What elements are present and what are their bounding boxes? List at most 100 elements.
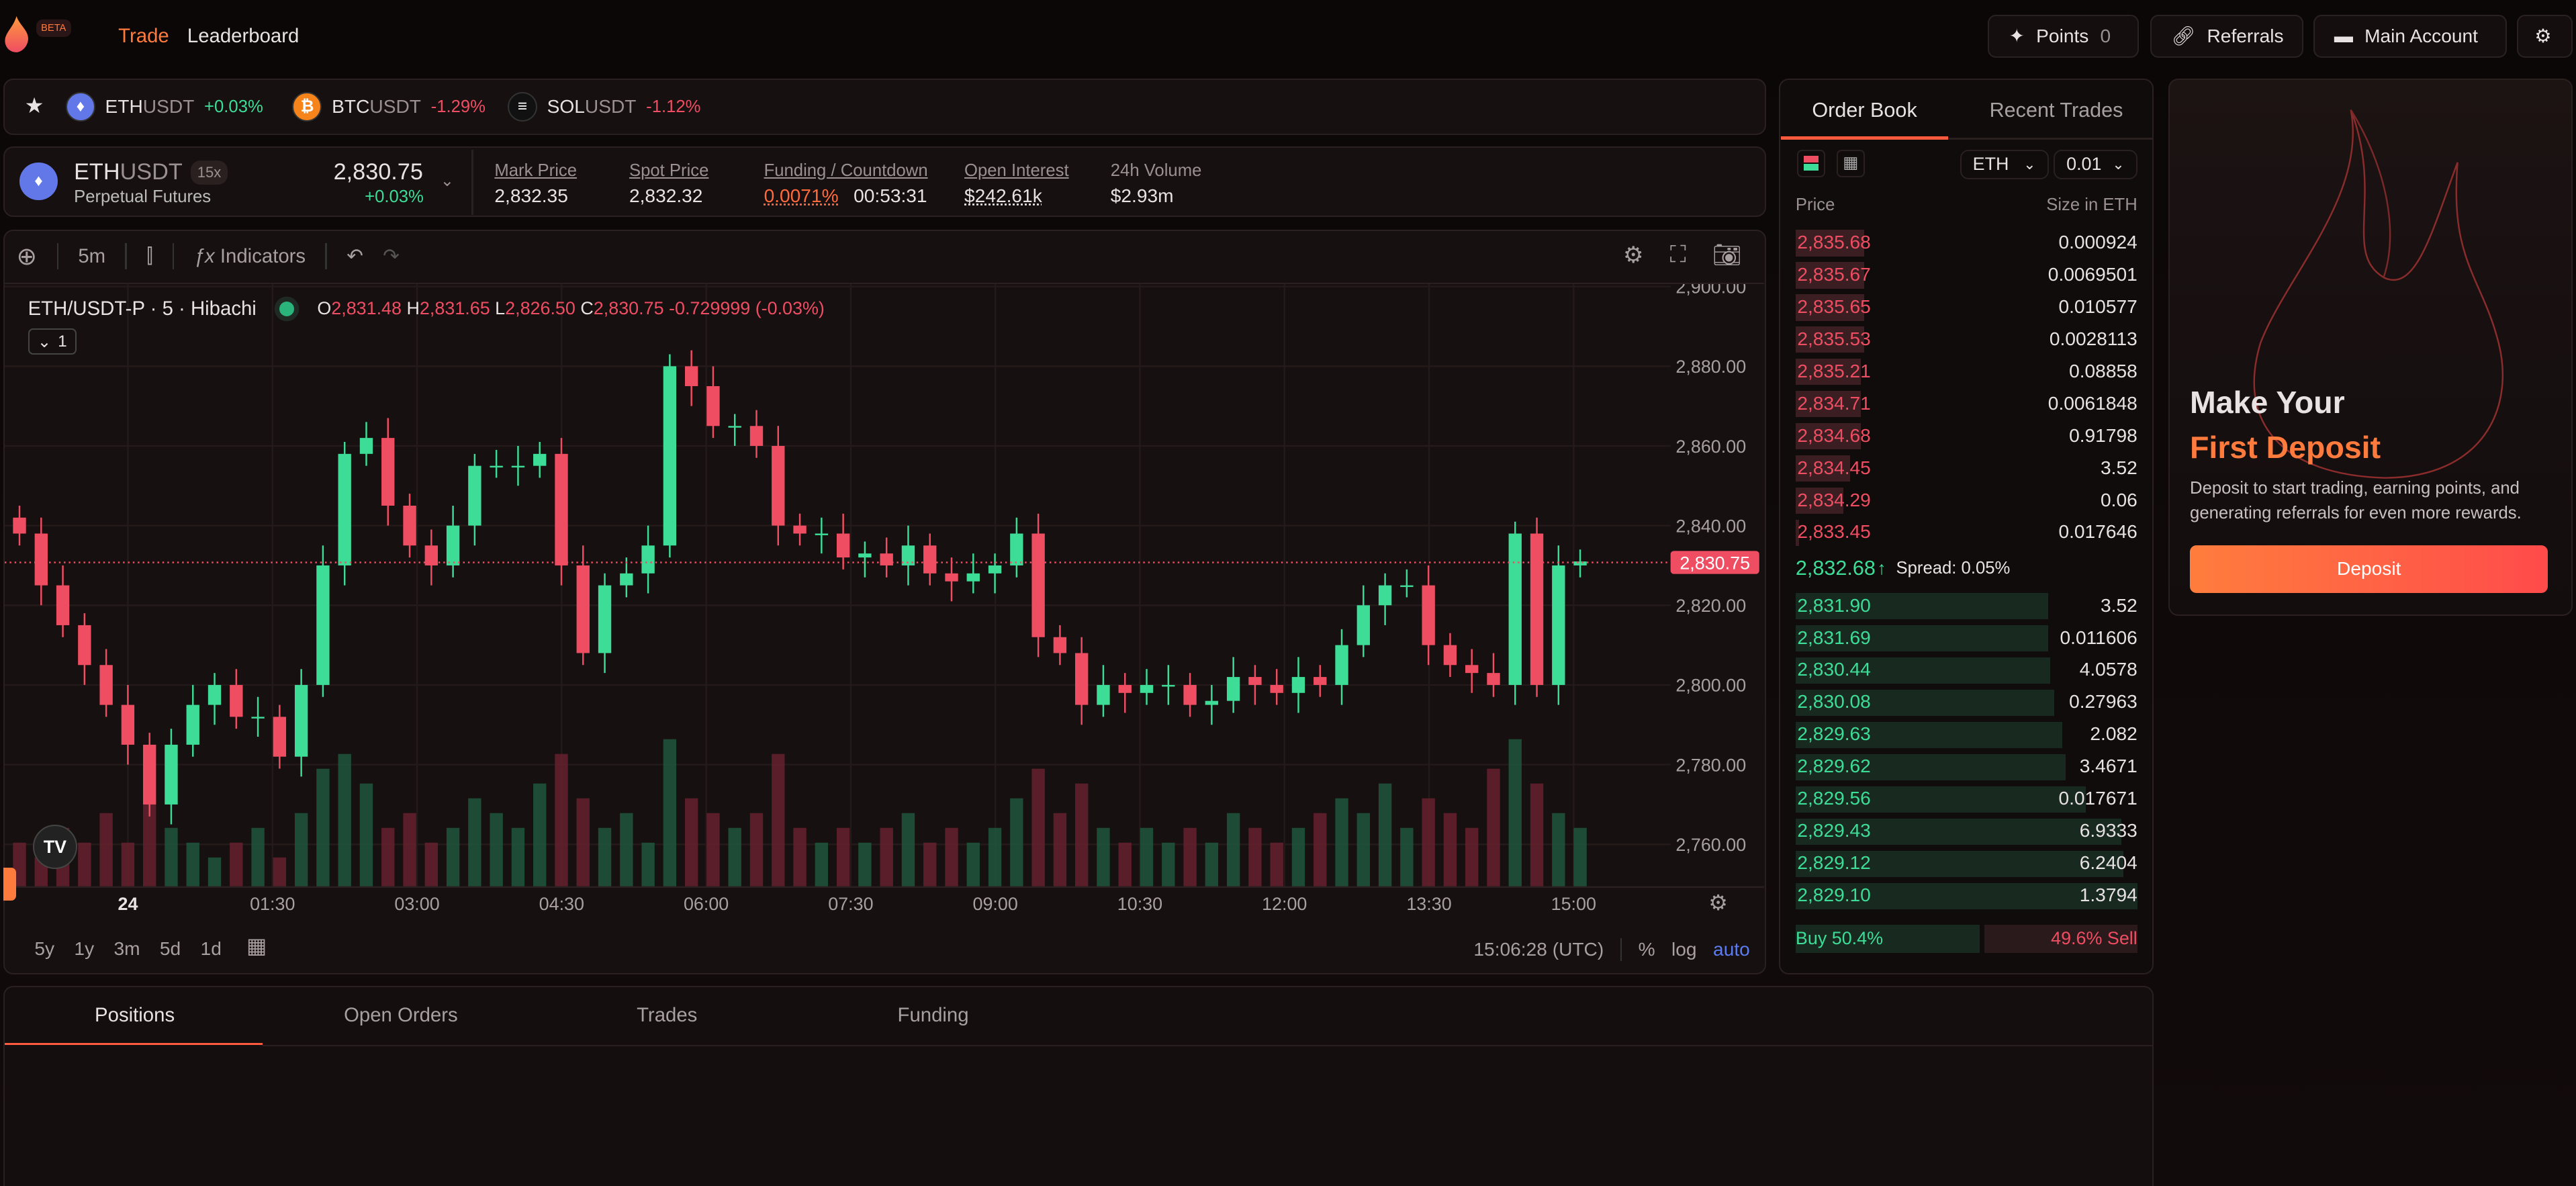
- ask-row[interactable]: 2,834.71 0.0061848: [1795, 390, 2137, 418]
- bid-row[interactable]: 2,830.44 4.0578: [1795, 656, 2137, 684]
- tab-open-orders[interactable]: Open Orders: [344, 1003, 458, 1026]
- candles-icon[interactable]: ⫿: [146, 244, 153, 267]
- ask-size: 0.0061848: [2048, 392, 2137, 414]
- ask-row[interactable]: 2,835.53 0.0028113: [1795, 325, 2137, 353]
- ticker-change: -1.29%: [430, 97, 486, 116]
- candle: [99, 665, 113, 705]
- add-symbol-icon[interactable]: ⊕: [16, 242, 38, 271]
- bid-row[interactable]: 2,829.62 3.4671: [1795, 752, 2137, 781]
- ask-size: 0.000924: [2058, 231, 2137, 253]
- tab-positions[interactable]: Positions: [95, 1003, 175, 1026]
- nav-trade[interactable]: Trade: [118, 24, 169, 47]
- ticker-btc[interactable]: ₿ BTCUSDT -1.29%: [292, 91, 486, 122]
- tab-order-book[interactable]: Order Book: [1812, 98, 1917, 122]
- tab-trades[interactable]: Trades: [637, 1003, 698, 1026]
- account-button[interactable]: ▬ Main Account: [2313, 15, 2508, 58]
- range-1y[interactable]: 1y: [74, 938, 95, 959]
- stat-label[interactable]: Spot Price: [629, 161, 709, 180]
- nav-leaderboard[interactable]: Leaderboard: [187, 24, 300, 47]
- bid-row[interactable]: 2,829.56 0.017671: [1795, 784, 2137, 813]
- bid-price: 2,830.44: [1797, 659, 1871, 680]
- bid-depth-bar: [1795, 721, 2062, 749]
- indicator-toggle[interactable]: ⌄ 1: [28, 328, 77, 355]
- camera-icon[interactable]: 📷︎: [1712, 242, 1742, 268]
- volume-bar: [663, 739, 677, 888]
- volume-bar: [424, 842, 439, 888]
- range-3m[interactable]: 3m: [113, 938, 140, 959]
- stat-number: $2.93m: [1110, 185, 1174, 207]
- indicators-button[interactable]: ƒx Indicators: [194, 245, 306, 268]
- bid-price: 2,829.12: [1797, 852, 1871, 874]
- market-symbol[interactable]: ETH USDT 15x: [74, 159, 228, 185]
- bid-row[interactable]: 2,829.10 1.3794: [1795, 881, 2137, 909]
- book-view-both-icon[interactable]: [1797, 149, 1825, 178]
- ticker-symbol: BTCUSDT: [332, 96, 421, 118]
- log-scale-toggle[interactable]: log: [1671, 939, 1697, 960]
- bid-row[interactable]: 2,829.63 2.082: [1795, 721, 2137, 749]
- tradingview-logo[interactable]: TV: [32, 825, 77, 870]
- asset-select[interactable]: ETH ⌄: [1960, 149, 2049, 179]
- redo-icon[interactable]: ↷: [383, 245, 400, 268]
- ask-row[interactable]: 2,835.68 0.000924: [1795, 228, 2137, 257]
- chart-settings-icon[interactable]: ⚙: [1623, 242, 1644, 268]
- ask-price: 2,834.68: [1797, 424, 1871, 446]
- tick-size-select[interactable]: 0.01 ⌄: [2054, 149, 2137, 179]
- ticker-eth[interactable]: ♦ ETHUSDT +0.03%: [65, 91, 263, 122]
- ask-row[interactable]: 2,835.67 0.0069501: [1795, 261, 2137, 289]
- bid-row[interactable]: 2,829.43 6.9333: [1795, 817, 2137, 845]
- bid-row[interactable]: 2,831.90 3.52: [1795, 592, 2137, 620]
- ticker-sol[interactable]: ≡ SOLUSDT -1.12%: [507, 91, 701, 122]
- bid-row[interactable]: 2,831.69 0.011606: [1795, 624, 2137, 652]
- logo[interactable]: [3, 16, 30, 53]
- undo-icon[interactable]: ↶: [347, 245, 363, 268]
- auto-scale-toggle[interactable]: auto: [1713, 939, 1750, 960]
- tab-recent-trades[interactable]: Recent Trades: [1989, 98, 2123, 122]
- candle: [1075, 653, 1089, 705]
- bid-row[interactable]: 2,829.12 6.2404: [1795, 849, 2137, 877]
- deposit-button[interactable]: Deposit: [2190, 545, 2548, 594]
- bitcoin-icon: ₿: [292, 91, 322, 122]
- fullscreen-icon[interactable]: ⛶: [1669, 242, 1686, 268]
- calendar-icon[interactable]: ▦: [246, 933, 267, 958]
- stat-open-interest: Open Interest $242.61k: [964, 161, 1069, 207]
- ask-row[interactable]: 2,834.45 3.52: [1795, 454, 2137, 482]
- referrals-label: Referrals: [2207, 25, 2284, 46]
- interval-button[interactable]: 5m: [78, 244, 106, 267]
- ask-row[interactable]: 2,834.68 0.91798: [1795, 422, 2137, 450]
- ohlc-h-label: H: [406, 298, 420, 319]
- range-1d[interactable]: 1d: [200, 938, 222, 959]
- volume-bar: [858, 842, 872, 888]
- deposit-card: [2168, 79, 2573, 617]
- stat-label[interactable]: Mark Price: [494, 161, 578, 180]
- book-view-grid-icon[interactable]: ▦: [1837, 149, 1865, 178]
- price-chart[interactable]: 2,900.00 2,880.00 2,860.00 2,840.00 2,820.00…: [5, 284, 1765, 925]
- tab-funding[interactable]: Funding: [897, 1003, 969, 1026]
- bid-row[interactable]: 2,830.08 0.27963: [1795, 688, 2137, 717]
- ask-row[interactable]: 2,835.65 0.010577: [1795, 293, 2137, 321]
- stat-label[interactable]: Funding / Countdown: [764, 161, 928, 180]
- flame-outline-icon: [2253, 109, 2503, 479]
- bid-depth-bar: [1795, 689, 2055, 717]
- favorites-star-icon[interactable]: ★: [24, 93, 44, 118]
- range-5y[interactable]: 5y: [34, 938, 55, 959]
- ask-row[interactable]: 2,834.29 0.06: [1795, 486, 2137, 514]
- market-dropdown-chevron-icon[interactable]: ⌄: [440, 172, 455, 191]
- volume-bar: [533, 783, 547, 888]
- settings-button[interactable]: ⚙: [2516, 15, 2573, 58]
- ask-row[interactable]: 2,835.21 0.08858: [1795, 357, 2137, 385]
- points-button[interactable]: ✦ Points 0: [1988, 15, 2140, 58]
- ask-row[interactable]: 2,833.45 0.017646: [1795, 518, 2137, 547]
- time-tick: 13:30: [1407, 894, 1452, 914]
- range-5d[interactable]: 5d: [159, 938, 181, 959]
- utc-clock[interactable]: 15:06:28 (UTC): [1473, 939, 1604, 960]
- ticker-base: ETH: [105, 96, 143, 117]
- percent-scale-toggle[interactable]: %: [1638, 939, 1655, 960]
- ticker-change: -1.12%: [646, 97, 701, 116]
- referrals-button[interactable]: 🔗︎ Referrals: [2150, 15, 2303, 58]
- ask-depth-bar: [1795, 230, 1864, 257]
- time-axis-settings-icon[interactable]: ⚙: [1708, 890, 1728, 915]
- stat-label[interactable]: Open Interest: [964, 161, 1069, 180]
- ask-price: 2,834.29: [1797, 489, 1871, 510]
- candle: [858, 553, 872, 558]
- scroll-handle[interactable]: [3, 867, 17, 901]
